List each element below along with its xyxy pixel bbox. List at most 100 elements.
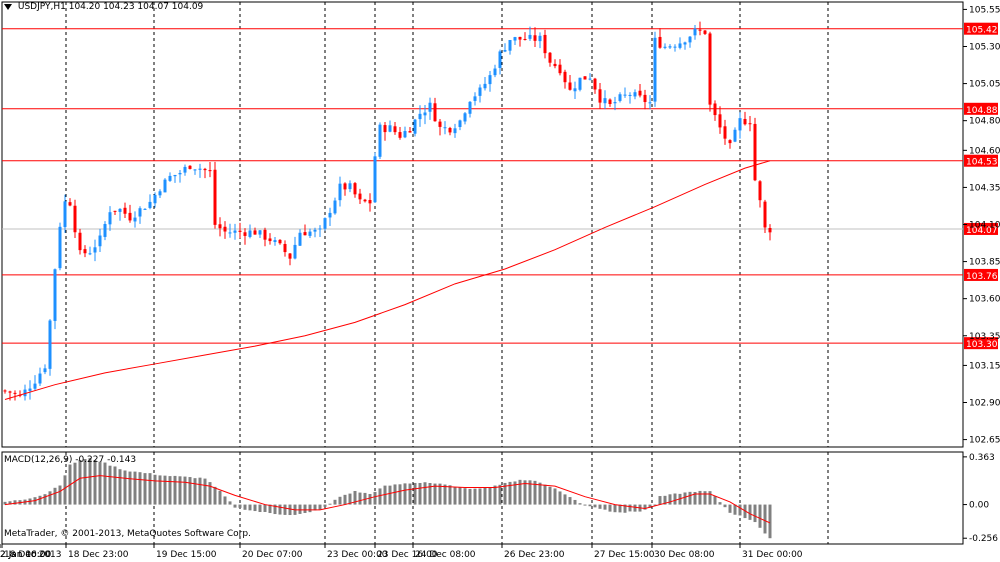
candle-body [163,179,167,193]
candle-body [288,253,292,259]
macd-histogram-bar [78,460,82,505]
level-label-box [964,337,998,350]
candle-body [98,235,102,247]
candle-body [113,210,117,212]
macd-histogram-bar [448,485,452,505]
symbol-name: USDJPY,H1 [17,2,66,12]
candle-body [158,191,162,196]
macd-histogram-bar [113,466,117,505]
candle-body [433,103,437,122]
macd-histogram-bar [333,499,337,505]
macd-histogram-bar [163,475,167,505]
macd-histogram-bar [423,482,427,505]
macd-histogram-bar [653,504,657,506]
x-tick-label: 31 Dec 00:00 [742,550,803,560]
collapse-triangle-icon[interactable] [4,3,12,10]
candle-body [138,208,142,217]
macd-histogram-bar [738,504,742,516]
macd-histogram-bar [453,487,457,505]
candle-body [168,175,172,181]
candle-body [743,118,747,125]
macd-pane-frame [1,451,964,545]
macd-histogram-bar [418,482,422,505]
candle-body [353,183,357,195]
macd-histogram-bar [508,481,512,505]
macd-histogram-bar [143,473,147,505]
candle-body [588,78,592,80]
y-tick-label: 103.15 [969,361,1000,371]
macd-histogram-bar [278,504,282,515]
macd-histogram-bar [318,504,322,510]
candle-body [608,99,612,105]
candle-body [258,230,262,235]
candle-body [208,170,212,172]
candle-body [318,228,322,230]
candle-body [93,247,97,253]
candle-body [468,101,472,114]
macd-histogram-bar [583,504,587,506]
candle-body [408,131,412,133]
candle-body [243,232,247,236]
macd-histogram-bar [203,478,207,505]
macd-histogram-bar [463,488,467,505]
macd-histogram-bar [138,472,142,505]
candle-body [193,169,197,171]
candle-body [153,194,157,204]
candle-body [633,92,637,97]
ohlc-values: 104.20 104.23 104.07 104.09 [68,2,204,12]
macd-histogram-bar [613,504,617,513]
candle-body [638,90,642,96]
macd-histogram-bar [238,504,242,508]
macd-histogram-bar [548,486,552,505]
macd-histogram-bar [618,504,622,513]
macd-histogram-bar [498,484,502,505]
y-tick-label: 104.80 [969,117,1000,127]
candle-body [413,119,417,134]
macd-histogram-bar [363,492,367,505]
candle-body [38,373,42,384]
macd-histogram-bar [688,491,692,505]
macd-histogram-bar [768,504,772,539]
candle-body [443,127,447,129]
macd-histogram-bar [308,504,312,513]
macd-histogram-bar [93,460,97,505]
candle-body [53,269,57,321]
candle-body [628,94,632,96]
y-tick-label: 105.30 [969,43,1000,53]
candle-body [178,173,182,175]
macd-histogram-bar [473,488,477,505]
candle-body [618,94,622,101]
macd-histogram-bar [538,482,542,505]
macd-histogram-bar [648,504,652,508]
macd-histogram-bar [468,488,472,505]
macd-histogram-bar [753,504,757,523]
macd-pane [1,451,964,545]
macd-histogram-bar [553,488,557,505]
macd-histogram-bar [148,473,152,505]
y-tick-label: 103.35 [969,332,1000,342]
candle-body [528,34,532,39]
macd-histogram-bar [478,488,482,505]
macd-histogram-bar [393,484,397,505]
candle-body [683,42,687,45]
macd-histogram-bar [383,485,387,505]
y-tick-label: 104.60 [969,146,1000,156]
macd-histogram-bar [703,491,707,505]
candle-body [578,77,582,90]
macd-histogram-bar [158,475,162,505]
macd-histogram-bar [178,476,182,505]
level-label: 105.42 [966,26,998,36]
macd-histogram-bar [528,480,532,505]
macd-histogram-bar [13,500,17,505]
candle-body [143,208,147,210]
macd-histogram-bar [543,484,547,505]
y-tick-label: 103.85 [969,258,1000,268]
macd-histogram-bar [558,491,562,505]
macd-histogram-bar [533,480,537,505]
candle-body [603,98,607,104]
y-tick-label: 105.05 [969,80,1000,90]
candle-body [493,68,497,76]
candle-body [393,126,397,133]
candle-body [758,181,762,201]
